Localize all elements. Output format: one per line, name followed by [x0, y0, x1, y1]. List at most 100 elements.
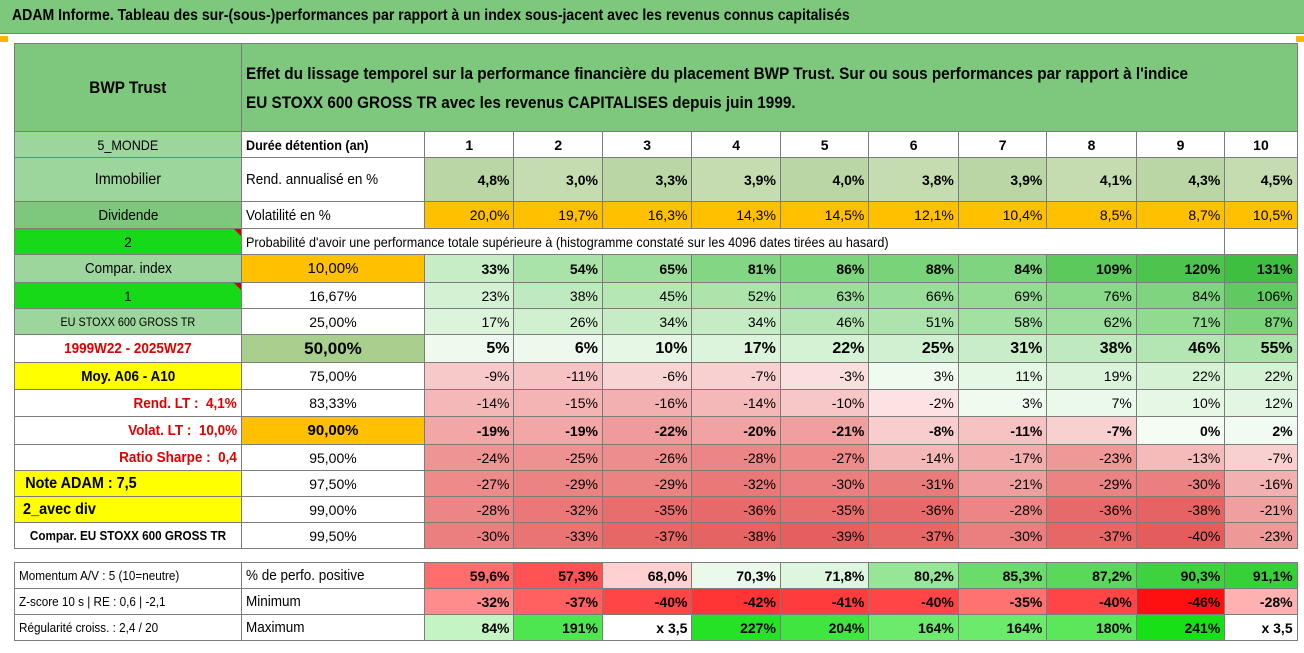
probability-value: 10% [601, 334, 693, 363]
side-value: 4,1% [206, 394, 237, 412]
probability-row: Compar. EU STOXX 600 GROSS TR 99,50% -30% -… [14, 522, 1298, 549]
probability-value-text: 17% [481, 313, 510, 330]
description-line1: Effet du lissage temporel sur la perform… [245, 63, 1188, 83]
maximum-row: Régularité croiss. : 2,4 / 20 Maximum 84% 1… [14, 614, 1298, 641]
probability-row: 2_avec div 99,00% -28% -32% -35% -36% -35% -36%… [14, 496, 1298, 523]
vol-value-5: 14,5% [779, 201, 870, 229]
vol-value-2: 19,7% [513, 201, 603, 229]
threshold-cell: 25,00% [240, 308, 426, 335]
probability-value-text: 45% [659, 287, 688, 304]
summary-value: -42% [691, 588, 781, 615]
side-label: Volat. LT : [127, 422, 192, 439]
probability-value-text: -14% [921, 449, 954, 466]
probability-value-text: 34% [747, 313, 776, 330]
vol-value-4: 14,3% [691, 201, 781, 229]
summary-value-text: 164% [918, 619, 954, 636]
probability-value-text: -14% [476, 395, 510, 411]
probability-value: -35% [779, 496, 870, 523]
probability-value: -9% [423, 362, 515, 390]
rend-value-10-text: 4,5% [1260, 171, 1293, 188]
side-label-cell: Compar. EU STOXX 600 GROSS TR [14, 522, 242, 549]
rend-value-8-text: 4,1% [1099, 171, 1132, 188]
probability-value-text: -19% [565, 422, 598, 439]
side-label: 1999W22 - 2025W27 [64, 340, 192, 357]
summary-value-text: -37% [565, 593, 598, 610]
year-col-10: 10 [1224, 131, 1298, 158]
threshold-cell-text: 75,00% [309, 368, 357, 384]
probability-value: 84% [957, 254, 1048, 283]
probability-value-text: -29% [1099, 475, 1132, 492]
probability-value: -22% [601, 416, 693, 445]
side-label-cell: Ratio Sharpe : 0,4 [14, 444, 242, 471]
rend-annualise-row: Immobilier Rend. annualisé en % 4,8% 3,0% 3,… [14, 157, 1298, 202]
summary-value: 71,8% [779, 562, 870, 589]
probability-value-text: -37% [921, 527, 954, 544]
vol-label-cell-text: Volatilité en % [245, 206, 331, 224]
probability-value-text: 86% [836, 260, 865, 277]
probability-value: -14% [691, 389, 781, 417]
summary-value-text: 204% [828, 619, 865, 636]
region-cell: 5_MONDE [14, 131, 242, 158]
probability-value: 66% [868, 282, 959, 309]
perf_positive-row: Momentum A/V : 5 (10=neutre) % de perfo. … [14, 562, 1298, 589]
year-col-3: 3 [601, 131, 693, 158]
probability-value-text: -33% [565, 527, 598, 544]
threshold-cell-text: 99,50% [309, 527, 357, 544]
rend-value-7-text: 3,9% [1010, 171, 1043, 188]
probability-value: -7% [1046, 416, 1137, 445]
probability-value: 84% [1135, 282, 1226, 309]
probability-row: Volat. LT : 10,0% 90,00% -19% -19% -22% -20% -… [14, 416, 1298, 445]
year-col-2-text: 2 [554, 136, 563, 153]
summary-label-cell-text: Minimum [245, 593, 301, 610]
probability-value-text: -29% [654, 475, 688, 492]
probability-value-text: -32% [565, 501, 598, 518]
probability-value-text: -31% [921, 475, 954, 492]
vol-value-9-text: 8,7% [1188, 207, 1221, 223]
probability-value: -30% [423, 522, 515, 549]
probability-value-text: -28% [743, 449, 776, 466]
probability-value-text: -36% [1099, 501, 1132, 518]
probability-value: -24% [423, 444, 515, 471]
summary-value-text: 164% [1006, 619, 1043, 636]
probability-value-text: -26% [654, 449, 688, 466]
year-col-6-text: 6 [909, 136, 918, 153]
probability-value: -36% [691, 496, 781, 523]
probability-value: -8% [868, 416, 959, 445]
summary-value: -40% [1046, 588, 1137, 615]
probability-value-text: 19% [1103, 368, 1132, 384]
probability-value-text: 46% [836, 313, 865, 330]
summary-value: 87,2% [1046, 562, 1137, 589]
probability-row: Moy. A06 - A10 75,00% -9% -11% -6% -7% -3% 3% 11… [14, 362, 1298, 390]
probability-value-text: -23% [1099, 449, 1132, 466]
probability-value-text: -30% [831, 475, 865, 492]
summary-value-text: 59,6% [469, 567, 510, 584]
summary-value: 57,3% [513, 562, 603, 589]
vol-value-3-text: 16,3% [647, 207, 688, 223]
probability-heading-cell: Probabilité d'avoir une performance tota… [240, 228, 1226, 255]
summary-side-cell: Momentum A/V : 5 (10=neutre) [14, 562, 242, 589]
side-label-cell: Moy. A06 - A10 [14, 362, 242, 390]
probability-value: -23% [1224, 522, 1298, 549]
probability-value: 87% [1224, 308, 1298, 335]
vol-value-4-text: 14,3% [736, 207, 776, 223]
probability-value: 81% [691, 254, 781, 283]
probability-value: 10% [1135, 389, 1226, 417]
summary-value-text: 227% [740, 619, 776, 636]
summary-value-text: 191% [562, 619, 598, 636]
probability-value: -37% [868, 522, 959, 549]
probability-value: -11% [513, 362, 603, 390]
vol-value-9: 8,7% [1135, 201, 1226, 229]
probability-value-text: -28% [476, 501, 510, 518]
probability-value-text: 0% [1200, 422, 1221, 439]
probability-value: 46% [779, 308, 870, 335]
probability-value: -30% [779, 470, 870, 497]
summary-value-text: 241% [1184, 619, 1221, 636]
probability-value-text: 26% [569, 313, 598, 330]
probability-value: -14% [423, 389, 515, 417]
corner-tick [0, 36, 8, 42]
probability-value-text: -15% [565, 395, 598, 411]
probability-value: 19% [1046, 362, 1137, 390]
summary-value-text: -32% [476, 593, 510, 610]
threshold-cell: 10,00% [240, 254, 426, 283]
side-label: Compar. index [84, 260, 172, 277]
